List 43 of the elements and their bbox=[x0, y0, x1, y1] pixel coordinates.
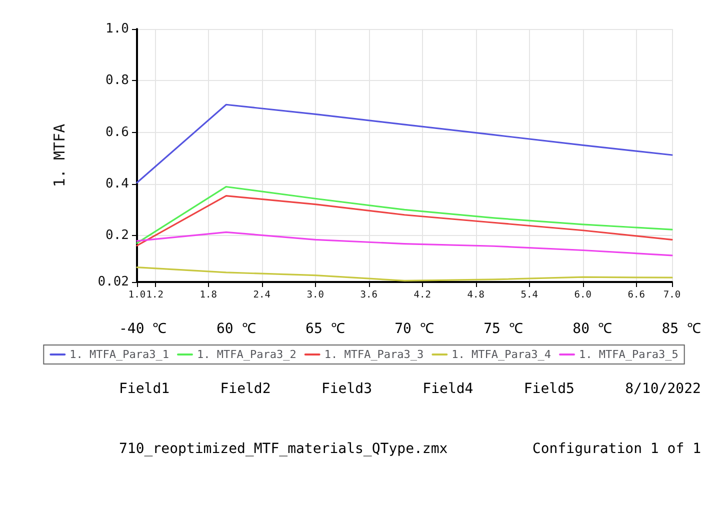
legend-label: 1. MTFA_Para3_4 bbox=[452, 348, 552, 361]
x-tick-label: 3.0 bbox=[306, 290, 324, 300]
text: Field1 bbox=[119, 381, 170, 397]
text: Configuration 1 of 1 bbox=[532, 441, 701, 457]
x-tick-label: 2.4 bbox=[253, 290, 271, 300]
x-tick-label: 7.0 bbox=[663, 290, 681, 300]
text: -40 ℃ bbox=[119, 320, 167, 337]
text: 75 ℃ bbox=[484, 320, 523, 337]
x-tick-label: 4.2 bbox=[414, 290, 431, 300]
x-tick-label: 1.8 bbox=[200, 290, 218, 300]
text: 60 ℃ bbox=[216, 320, 256, 337]
text: Field5 bbox=[524, 381, 574, 397]
x-tick-label: 6.6 bbox=[628, 290, 646, 300]
legend-label: 1. MTFA_Para3_3 bbox=[324, 348, 424, 361]
legend-label: 1. MTFA_Para3_5 bbox=[579, 348, 678, 361]
x-tick-label: 6.0 bbox=[574, 290, 592, 300]
text: Field4 bbox=[422, 381, 474, 397]
legend-label: 1. MTFA_Para3_2 bbox=[196, 348, 296, 361]
text: 8/10/2022 bbox=[625, 381, 701, 397]
line-series bbox=[136, 194, 673, 246]
legend-label: 1. MTFA_Para3_1 bbox=[70, 348, 169, 361]
y-tick-label: 0.8 bbox=[106, 73, 129, 88]
line-series bbox=[136, 104, 673, 184]
text: Field3 bbox=[321, 381, 372, 397]
text: 65 ℃ bbox=[306, 320, 345, 337]
x-tick-label: 1.0 bbox=[128, 290, 146, 300]
line-series bbox=[136, 186, 673, 244]
y-tick-label: 0.4 bbox=[106, 176, 130, 192]
y-tick-label: 1.0 bbox=[106, 22, 129, 36]
y-tick-label: 0.2 bbox=[106, 228, 129, 244]
text: 85 ℃ bbox=[662, 320, 701, 337]
y-tick-label: 0.02 bbox=[98, 274, 129, 290]
x-tick-label: 5.4 bbox=[520, 290, 538, 300]
line-series bbox=[136, 231, 673, 256]
x-tick-label: 3.6 bbox=[360, 290, 378, 300]
text: 70 ℃ bbox=[394, 320, 434, 337]
text: 710_reoptimized_MTF_materials_QType.zmx bbox=[119, 441, 448, 457]
text: 80 ℃ bbox=[572, 320, 612, 337]
y-axis-title: 1. MTFA bbox=[50, 124, 68, 188]
x-tick-label: 1.2 bbox=[146, 290, 164, 300]
x-tick-label: 4.8 bbox=[467, 290, 485, 300]
y-tick-label: 0.6 bbox=[106, 124, 129, 140]
text: Field2 bbox=[220, 381, 271, 397]
